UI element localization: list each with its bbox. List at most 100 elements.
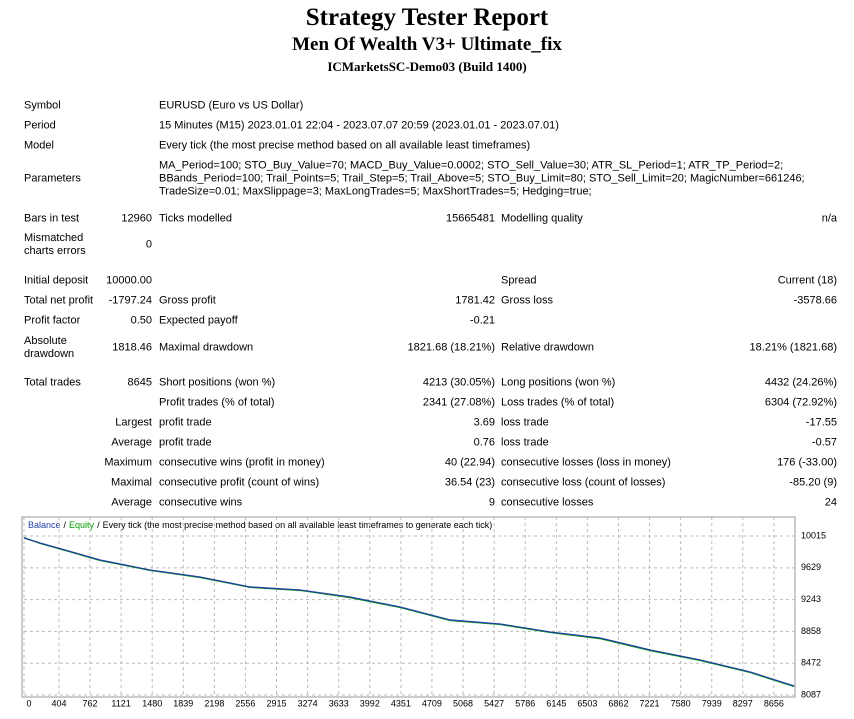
x-tick-label: 404 [51,698,66,708]
cell-value: -1797.24 [108,294,152,307]
cell-label: loss trade [501,416,549,429]
x-tick-label: 3633 [329,698,349,708]
x-tick-label: 2198 [204,698,224,708]
cell-value: 18.21% (1821.68) [749,341,837,354]
cell-label: consecutive wins [159,496,243,509]
cell-value: 4213 (30.05%) [422,376,495,389]
info-value: TradeSize=0.01; MaxSlippage=3; MaxLongTr… [159,185,592,198]
series-line [23,537,795,687]
cell-value: -85.20 (9) [789,476,837,489]
y-tick-label: 9629 [801,562,821,572]
cell-value: -3578.66 [793,294,837,307]
cell-label: Gross loss [501,294,553,307]
cell-label: Profit trades (% of total) [159,396,275,409]
cell-label: consecutive wins (profit in money) [159,456,325,469]
cell-value: 24 [824,496,837,509]
cell-label: Modelling quality [501,212,583,225]
cell-label: Maximal drawdown [159,341,254,354]
info-value: BBands_Period=100; Trail_Points=5; Trail… [159,172,805,185]
cell-value: Maximal [111,476,152,489]
cell-label: consecutive losses [501,496,594,509]
x-tick-label: 4709 [422,698,442,708]
x-tick-label: 762 [82,698,97,708]
x-tick-label: 0 [26,698,31,708]
cell-value: 3.69 [473,416,495,429]
info-label: Period [24,119,56,132]
cell-value: -0.21 [469,314,495,327]
info-value: 15 Minutes (M15) 2023.01.01 22:04 - 2023… [159,119,559,132]
title: Strategy Tester Report [305,4,549,31]
cell-label: Expected payoff [159,314,238,327]
cell-value: 6304 (72.92%) [764,396,837,409]
cell-label: Short positions (won %) [159,376,276,389]
cell-value: Average [111,496,152,509]
cell-label: Relative drawdown [501,341,594,354]
cell-value: 1818.46 [112,341,152,354]
info-value: Every tick (the most precise method base… [159,139,531,152]
info-value: MA_Period=100; STO_Buy_Value=70; MACD_Bu… [159,159,784,172]
x-tick-label: 2556 [235,698,255,708]
legend-entry: Balance [28,520,61,530]
cell-label: Spread [501,274,537,287]
y-tick-label: 8858 [801,626,821,636]
cell-label: consecutive losses (loss in money) [501,456,671,469]
cell-value: Average [111,436,152,449]
legend-entry: Equity [69,520,95,530]
x-tick-label: 1121 [111,698,130,708]
cell-label: profit trade [159,436,212,449]
cell-label: consecutive loss (count of losses) [501,476,666,489]
x-tick-label: 6145 [546,698,566,708]
info-label: Symbol [24,99,61,112]
cell-label: Long positions (won %) [501,376,616,389]
cell-value: -0.57 [811,436,837,449]
subtitle: Men Of Wealth V3+ Ultimate_fix [292,34,562,55]
x-tick-label: 2915 [267,698,287,708]
cell-label: Absolute drawdown [24,335,75,360]
cell-value: n/a [821,212,837,225]
cell-value: 176 (-33.00) [777,456,837,469]
cell-label: Ticks modelled [159,212,232,225]
x-tick-label: 6862 [608,698,628,708]
cell-label: profit trade [159,416,212,429]
x-tick-label: 1839 [173,698,193,708]
cell-label: Loss trades (% of total) [501,396,615,409]
cell-value: 1781.42 [455,294,495,307]
cell-value: 15665481 [446,212,495,225]
cell-value: 0.50 [130,314,152,327]
cell-label: loss trade [501,436,549,449]
x-tick-label: 5427 [484,698,504,708]
y-tick-label: 9243 [801,594,821,604]
cell-value: 2341 (27.08%) [422,396,495,409]
cell-label: Bars in test [24,212,80,225]
info-value: EURUSD (Euro vs US Dollar) [159,99,304,112]
legend-separator: / [97,520,100,530]
cell-value: 4432 (24.26%) [764,376,837,389]
cell-value: 8645 [127,376,152,389]
cell-label: Initial deposit [24,274,89,287]
legend-separator: / [64,520,67,530]
legend: Balance / Equity / Every tick (the most prec… [28,520,492,530]
x-tick-label: 3274 [298,698,318,708]
cell-label: Gross profit [159,294,216,307]
x-tick-label: 4351 [391,698,411,708]
y-tick-label: 8472 [801,658,821,668]
cell-value: 0 [145,238,152,251]
chart-title: Every tick (the most precise method base… [103,520,493,530]
cell-value: 0.76 [473,436,495,449]
x-tick-label: 3992 [360,698,380,708]
x-tick-label: 6503 [577,698,597,708]
cell-label: Profit factor [24,314,81,327]
y-tick-label: 8087 [801,689,821,699]
cell-value: 40 (22.94) [444,456,495,469]
cell-label: Mismatched charts errors [24,232,86,257]
cell-value: 10000.00 [106,274,152,287]
cell-value: 12960 [121,212,152,225]
info-label: Parameters [24,172,81,185]
cell-value: Maximum [104,456,152,469]
x-tick-label: 5786 [515,698,535,708]
x-tick-label: 8297 [733,698,753,708]
cell-value: 9 [488,496,495,509]
cell-value: 1821.68 (18.21%) [407,341,495,354]
